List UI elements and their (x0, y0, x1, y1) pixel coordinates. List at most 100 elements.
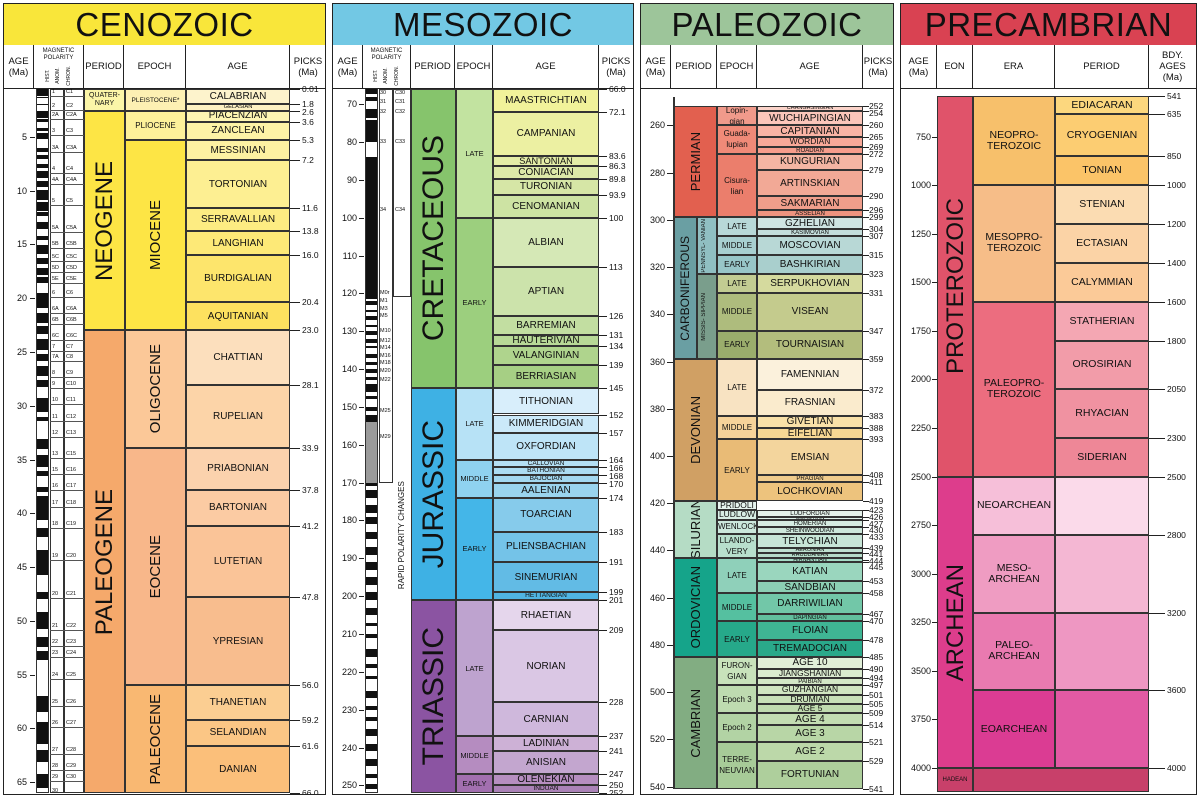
paleo-stage-28: AERONIAN (757, 548, 863, 553)
pick-label: 4000 (1167, 763, 1186, 773)
age-axis-tick (30, 298, 35, 300)
meso-stage-label: LADINIAN (522, 738, 570, 750)
meso-anomaly-label: M10 (380, 328, 391, 335)
pick-tick (1149, 262, 1165, 264)
meso-epoch-header: EPOCH (455, 45, 493, 89)
pick-label: 170 (609, 478, 624, 489)
age-axis-label: 500 (649, 687, 665, 698)
age-axis-tick (359, 520, 364, 522)
pick-tick (863, 106, 869, 108)
pick-tick (863, 592, 869, 594)
pick-tick (290, 330, 300, 332)
pick-tick (863, 760, 869, 762)
paleo-epoch-22: TERRE- NEUVIAN (717, 741, 757, 789)
meso-anomaly-label: M5 (380, 313, 388, 320)
paleo-subperiod-label: MISSIS- SIPPIAN (701, 292, 707, 341)
ceno-chron-divider (50, 232, 84, 234)
ceno-polarity-normal (37, 313, 48, 323)
paleo-stage-label: AGE 5 (797, 703, 823, 713)
ceno-anomaly-label: 5C (52, 254, 60, 261)
ceno-polarity-normal (37, 155, 48, 160)
pick-label: 497 (869, 680, 884, 691)
paleo-stage-46: FORTUNIAN (757, 760, 863, 789)
pick-label: 419 (869, 495, 884, 506)
ceno-period-1: NEOGENE (84, 111, 125, 331)
pick-tick (599, 497, 607, 499)
pick-label: 393 (869, 434, 884, 445)
ceno-chron-divider (50, 646, 84, 648)
paleo-stage-32: SANDBIAN (757, 581, 863, 593)
pick-label: 1.8 (302, 99, 314, 110)
age-axis-tick (932, 185, 937, 187)
age-axis-tick (30, 405, 35, 407)
age-axis-label: 4000 (910, 763, 931, 773)
pick-label: 521 (869, 736, 884, 747)
ceno-chron-divider (50, 350, 84, 352)
meso-stage-label: APTIAN (527, 285, 565, 297)
age-axis-label: 230 (341, 704, 357, 715)
paleo-epoch-6: LATE (717, 274, 757, 294)
pick-label: 265 (869, 132, 884, 143)
ceno-chron-divider (50, 173, 84, 175)
paleo-epoch-label: EARLY (724, 465, 750, 475)
pick-tick (863, 614, 869, 616)
paleo-stage-label: RHUDDANIAN (791, 552, 829, 558)
ceno-anomaly-label: 27 (52, 746, 59, 753)
ceno-anomaly-label: 2A (52, 112, 59, 119)
meso-anomaly-label: M22 (380, 377, 391, 384)
pick-label: 252 (609, 788, 624, 795)
meso-stage-label: KIMMERIDGIAN (508, 418, 584, 430)
pick-tick (599, 467, 607, 469)
pick-label: 441 (869, 549, 884, 560)
pick-tick (599, 346, 607, 348)
ceno-stage-label: ZANCLEAN (211, 125, 265, 137)
meso-stage-label: RHAETIAN (520, 609, 572, 621)
ceno-stage-label: DANIAN (219, 763, 257, 775)
age-axis-tick (359, 217, 364, 219)
pre-eon-label: HADEAN (942, 776, 968, 783)
ceno-stage-label: YPRESIAN (212, 635, 264, 647)
ceno-chron-label: C2A (66, 112, 77, 119)
paleo-epoch-15: LLANDO- VERY (717, 533, 757, 558)
pre-eon-0: PROTEROZOIC (937, 96, 973, 477)
age-axis-label: 380 (649, 403, 665, 414)
age-axis-label: 1500 (910, 277, 931, 288)
age-axis-tick (667, 597, 673, 599)
pick-label: 304 (869, 224, 884, 235)
ceno-stage-label: PRIABONIAN (207, 463, 269, 475)
pick-tick (863, 559, 869, 561)
paleo-stage-label: VISEAN (791, 306, 829, 318)
pick-label: 485 (869, 651, 884, 662)
pick-tick (863, 552, 869, 554)
pre-period-label: ECTASIAN (1076, 236, 1128, 249)
paleo-stage-label: AGE 10 (792, 657, 828, 669)
paleo-stage-14: VISEAN (757, 293, 863, 331)
ceno-epoch-3: MIOCENE (125, 140, 186, 331)
meso-stage-label: BERRIASIAN (515, 371, 577, 383)
age-axis-tick (359, 634, 364, 636)
pick-tick (290, 160, 300, 162)
pick-label: 86.3 (609, 160, 626, 171)
paleo-subperiod-0: PENNSYL- VANIAN (697, 217, 717, 275)
ceno-chron-divider (50, 560, 84, 562)
age-axis-tick (667, 739, 673, 741)
paleo-stage-13: SERPUKHOVIAN (757, 274, 863, 294)
meso-polarity-normal (366, 546, 377, 555)
pick-label: 2.6 (302, 107, 314, 118)
pick-label: 209 (609, 625, 624, 636)
ceno-chron-label: C25 (66, 671, 77, 678)
ceno-anomaly-label: 4 (52, 166, 56, 173)
pre-era-6: EOARCHEAN (973, 690, 1055, 768)
pre-era-label: MESO- ARCHEAN (988, 561, 1040, 585)
pick-tick (863, 481, 869, 483)
pick-label: 61.6 (302, 740, 319, 751)
age-axis-label: 150 (341, 401, 357, 412)
pick-tick (599, 774, 607, 776)
meso-epoch-label: LATE (465, 419, 484, 429)
meso-stage-label: SANTONIAN (519, 155, 573, 166)
pick-label: 478 (869, 635, 884, 646)
meso-stage-0: MAASTRICHTIAN (493, 89, 599, 113)
ceno-chron-label: C19 (66, 521, 77, 528)
pre-eon-label: ARCHEAN (941, 563, 969, 681)
pre-period-3: STENIAN (1055, 185, 1149, 225)
